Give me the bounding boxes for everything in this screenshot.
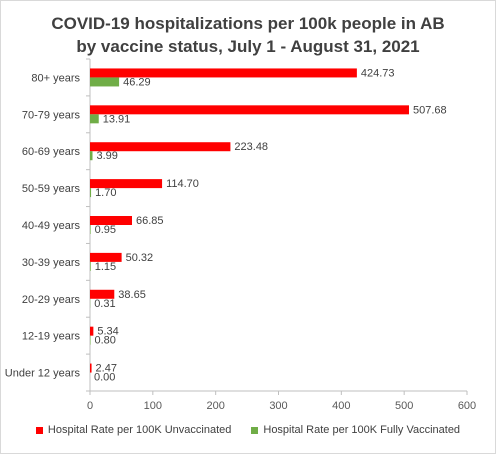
chart-legend: Hospital Rate per 100K Unvaccinated Hosp…	[0, 424, 496, 436]
data-label-fully-vaccinated: 3.99	[97, 150, 118, 162]
legend-label-fully-vaccinated: Hospital Rate per 100K Fully Vaccinated	[263, 424, 461, 436]
data-label-fully-vaccinated: 1.15	[95, 261, 116, 273]
data-label-fully-vaccinated: 13.91	[103, 113, 131, 125]
data-label-unvaccinated: 424.73	[361, 67, 395, 79]
chart-title-line-1: COVID-19 hospitalizations per 100k peopl…	[51, 14, 445, 33]
data-label-unvaccinated: 66.85	[136, 215, 164, 227]
category-label: 40-49 years	[22, 220, 81, 232]
data-label-fully-vaccinated: 0.95	[95, 224, 116, 236]
data-label-fully-vaccinated: 0.31	[94, 298, 115, 310]
chart-title-line-2: by vaccine status, July 1 - August 31, 2…	[76, 37, 420, 56]
category-label: 12-19 years	[22, 331, 81, 343]
bar-unvaccinated	[90, 105, 409, 115]
category-label: 50-59 years	[22, 183, 81, 195]
bar-fully-vaccinated	[90, 188, 92, 198]
data-label-fully-vaccinated: 0.80	[95, 335, 116, 347]
bar-fully-vaccinated	[90, 77, 120, 87]
legend-label-unvaccinated: Hospital Rate per 100K Unvaccinated	[47, 424, 232, 436]
category-label: 20-29 years	[22, 294, 81, 306]
legend-item-fully-vaccinated: Hospital Rate per 100K Fully Vaccinated	[251, 424, 460, 436]
bar-unvaccinated	[90, 363, 92, 373]
data-label-fully-vaccinated: 0.00	[94, 372, 115, 384]
category-label: 30-39 years	[22, 257, 81, 269]
category-label: 60-69 years	[22, 146, 81, 158]
x-tick-label: 0	[87, 400, 93, 412]
x-tick-label: 500	[395, 400, 413, 412]
legend-item-unvaccinated: Hospital Rate per 100K Unvaccinated	[35, 424, 232, 436]
bar-unvaccinated	[90, 68, 357, 78]
category-label: 70-79 years	[22, 109, 81, 121]
bar-fully-vaccinated	[90, 335, 91, 345]
data-label-unvaccinated: 114.70	[166, 178, 199, 190]
data-label-unvaccinated: 5.34	[97, 326, 118, 338]
category-label: Under 12 years	[5, 368, 81, 380]
data-label-unvaccinated: 50.32	[126, 252, 154, 264]
bar-unvaccinated	[90, 216, 133, 225]
bar-unvaccinated	[90, 289, 115, 299]
data-label-unvaccinated: 223.48	[234, 141, 268, 153]
chart-title: COVID-19 hospitalizations per 100k peopl…	[0, 12, 496, 58]
bar-fully-vaccinated	[90, 261, 91, 271]
x-tick-label: 600	[458, 400, 476, 412]
bar-unvaccinated	[90, 179, 163, 189]
category-label: 80+ years	[31, 72, 80, 84]
bar-fully-vaccinated	[90, 225, 91, 234]
legend-swatch-fully-vaccinated	[251, 426, 259, 434]
data-label-unvaccinated: 38.65	[118, 289, 146, 301]
data-label-unvaccinated: 507.68	[413, 104, 447, 116]
bar-unvaccinated	[90, 252, 122, 262]
x-tick-label: 400	[332, 400, 350, 412]
data-label-fully-vaccinated: 46.29	[123, 76, 151, 88]
bar-unvaccinated	[90, 326, 94, 336]
x-tick-label: 300	[269, 400, 287, 412]
legend-swatch-unvaccinated	[35, 426, 43, 434]
x-tick-label: 200	[206, 400, 224, 412]
bar-fully-vaccinated	[90, 151, 93, 161]
bar-unvaccinated	[90, 142, 231, 152]
data-label-fully-vaccinated: 1.70	[95, 187, 116, 199]
data-label-unvaccinated: 2.47	[96, 363, 117, 375]
x-tick-label: 100	[144, 400, 162, 412]
bar-fully-vaccinated	[90, 114, 99, 124]
